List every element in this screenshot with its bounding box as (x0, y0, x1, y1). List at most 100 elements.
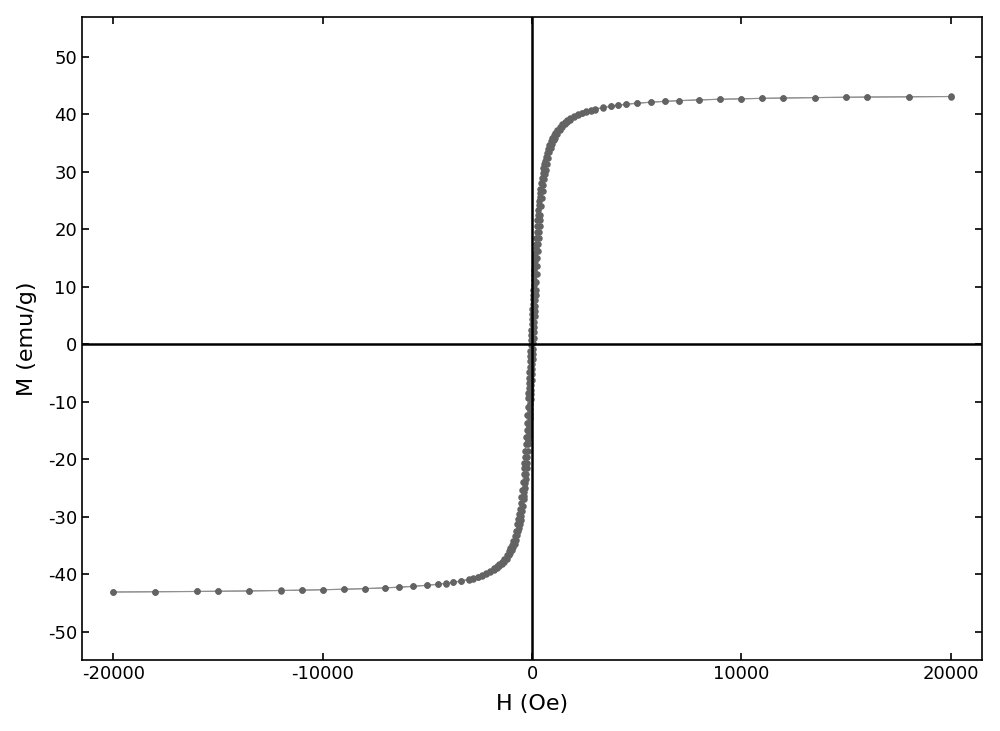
Point (489, 561, 505, 572)
Point (516, 486, 532, 498)
Point (519, 463, 535, 474)
Point (520, 434, 536, 446)
Point (505, 535, 521, 547)
Point (521, 377, 537, 389)
Point (147, 586, 163, 598)
Point (499, 553, 515, 564)
Point (526, 269, 542, 281)
Point (517, 451, 533, 463)
Point (513, 515, 529, 526)
Point (657, 96, 673, 107)
Point (511, 522, 527, 534)
Point (510, 526, 526, 537)
Point (526, 279, 542, 290)
Point (691, 94, 707, 106)
Point (496, 553, 512, 564)
Point (105, 586, 121, 598)
Point (357, 583, 373, 594)
Point (533, 177, 549, 189)
Point (461, 573, 477, 585)
Point (521, 372, 537, 384)
Point (482, 567, 498, 578)
Point (562, 113, 578, 124)
Point (522, 350, 538, 362)
Point (544, 132, 560, 144)
Point (754, 93, 770, 105)
Point (610, 99, 626, 111)
Point (516, 493, 532, 505)
Point (524, 363, 540, 375)
Point (535, 186, 551, 197)
Point (377, 582, 393, 594)
Point (733, 93, 749, 105)
Point (516, 490, 532, 501)
Point (557, 118, 573, 130)
Point (508, 534, 524, 546)
Point (541, 139, 557, 151)
Point (578, 106, 594, 118)
Point (519, 424, 535, 436)
Point (241, 585, 257, 596)
Point (189, 586, 205, 597)
Point (570, 110, 586, 121)
Point (496, 556, 512, 567)
Point (518, 431, 534, 443)
Point (391, 581, 407, 593)
Point (513, 498, 529, 510)
Point (504, 545, 520, 556)
Point (501, 545, 517, 557)
Point (508, 525, 524, 537)
Point (554, 118, 570, 130)
Point (531, 232, 547, 243)
Point (519, 451, 535, 463)
Point (537, 155, 553, 167)
Point (210, 586, 226, 597)
Point (559, 116, 575, 128)
Point (489, 563, 505, 575)
Point (838, 91, 854, 103)
Point (419, 580, 435, 591)
Point (273, 585, 289, 596)
Point (494, 558, 510, 570)
Point (522, 355, 538, 367)
Point (520, 387, 536, 399)
Point (524, 308, 540, 320)
Point (507, 530, 523, 542)
Point (294, 584, 310, 596)
Point (515, 477, 531, 488)
Point (513, 491, 529, 503)
Point (474, 569, 490, 581)
Point (525, 298, 541, 310)
Point (529, 220, 545, 232)
Point (534, 192, 550, 204)
Point (516, 463, 532, 474)
Point (512, 518, 528, 530)
Point (527, 300, 543, 311)
Point (532, 191, 548, 202)
Point (528, 232, 544, 243)
Point (526, 274, 542, 286)
Point (629, 97, 645, 109)
Point (528, 276, 544, 288)
Point (523, 324, 539, 336)
Point (438, 577, 454, 589)
Point (536, 173, 552, 185)
Point (523, 334, 539, 346)
Point (531, 226, 547, 238)
Point (574, 107, 590, 118)
Point (315, 584, 331, 596)
Point (491, 561, 507, 572)
Point (502, 548, 518, 559)
Point (461, 574, 477, 586)
Point (643, 96, 659, 108)
Point (517, 444, 533, 456)
Point (507, 538, 523, 550)
Point (691, 94, 707, 106)
Point (377, 582, 393, 594)
Point (531, 200, 547, 211)
Point (494, 556, 510, 567)
Point (514, 505, 530, 517)
Point (775, 92, 791, 104)
Point (391, 581, 407, 593)
Point (510, 513, 526, 525)
